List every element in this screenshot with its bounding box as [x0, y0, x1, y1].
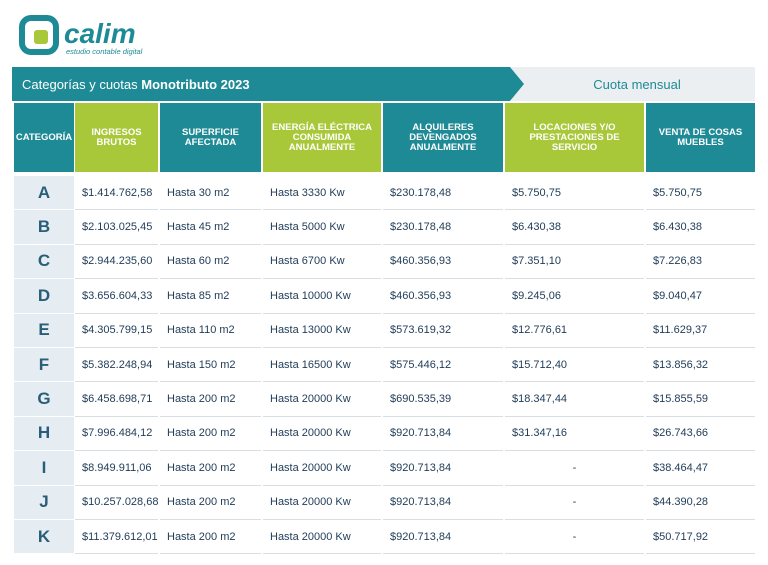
data-cell: -: [505, 451, 644, 486]
data-cell: Hasta 85 m2: [160, 279, 261, 314]
category-cell: C: [14, 244, 74, 279]
category-cell: B: [14, 210, 74, 244]
data-cell: Hasta 200 m2: [160, 520, 261, 555]
category-cell: E: [14, 313, 74, 347]
data-cell: $573.619,32: [383, 314, 503, 348]
data-cell: $11.379.612,01: [75, 520, 158, 555]
data-cell: $6.430,38: [505, 210, 644, 245]
data-cell: Hasta 110 m2: [160, 314, 261, 348]
data-cell: $575.446,12: [383, 348, 503, 383]
column-header: ENERGÍA ELÉCTRICA CONSUMIDA ANUALMENTE: [263, 103, 381, 172]
banner-title: Categorías y cuotas Monotributo 2023: [22, 77, 250, 92]
data-cell: $5.382.248,94: [75, 348, 158, 383]
column-header: ALQUILERES DEVENGADOS ANUALMENTE: [383, 103, 503, 172]
data-cell: Hasta 20000 Kw: [263, 451, 381, 486]
data-cell: Hasta 20000 Kw: [263, 520, 381, 555]
column-header: VENTA DE COSAS MUEBLES: [646, 103, 755, 172]
logo-tagline: estudio contable digital: [66, 47, 143, 56]
data-cell: Hasta 16500 Kw: [263, 348, 381, 383]
logo-icon: [19, 15, 59, 55]
data-cell: $31.347,16: [505, 417, 644, 452]
data-cell: $3.656.604,33: [75, 279, 158, 314]
column-header: INGRESOS BRUTOS: [75, 103, 158, 172]
logo: calim estudio contable digital: [19, 15, 143, 56]
data-cell: $26.743,66: [646, 417, 755, 452]
data-cell: Hasta 20000 Kw: [263, 417, 381, 452]
data-cell: Hasta 60 m2: [160, 245, 261, 280]
data-cell: Hasta 150 m2: [160, 348, 261, 383]
data-cell: Hasta 20000 Kw: [263, 486, 381, 520]
data-cell: $460.356,93: [383, 279, 503, 314]
banner-title-bold: Monotributo 2023: [141, 77, 249, 92]
data-cell: Hasta 200 m2: [160, 451, 261, 486]
data-cell: $9.040,47: [646, 279, 755, 314]
data-cell: Hasta 200 m2: [160, 382, 261, 417]
category-cell: D: [14, 279, 74, 313]
banner-arrow: [12, 67, 524, 101]
category-cell: H: [14, 416, 74, 451]
data-cell: $920.713,84: [383, 520, 503, 555]
data-cell: $9.245,06: [505, 279, 644, 314]
data-cell: $11.629,37: [646, 314, 755, 348]
data-cell: $7.226,83: [646, 245, 755, 280]
data-cell: Hasta 3330 Kw: [263, 176, 381, 211]
data-cell: $6.430,38: [646, 210, 755, 245]
data-cell: $10.257.028,68: [75, 486, 158, 520]
data-cell: $12.776,61: [505, 314, 644, 348]
data-cell: Hasta 5000 Kw: [263, 210, 381, 245]
data-cell: $15.712,40: [505, 348, 644, 383]
data-cell: $15.855,59: [646, 382, 755, 417]
banner-right: Cuota mensual: [593, 77, 681, 92]
data-cell: $8.949.911,06: [75, 451, 158, 486]
data-cell: $460.356,93: [383, 245, 503, 280]
data-cell: $4.305.799,15: [75, 314, 158, 348]
data-cell: $2.103.025,45: [75, 210, 158, 245]
banner-right-bg: [512, 67, 755, 101]
column-header: CATEGORÍA: [14, 103, 74, 172]
data-cell: -: [505, 520, 644, 555]
data-cell: $50.717,92: [646, 520, 755, 555]
data-cell: $230.178,48: [383, 176, 503, 211]
data-cell: $5.750,75: [505, 176, 644, 211]
data-cell: -: [505, 486, 644, 520]
data-cell: Hasta 45 m2: [160, 210, 261, 245]
data-cell: $920.713,84: [383, 451, 503, 486]
column-header: LOCACIONES Y/O PRESTACIONES DE SERVICIO: [505, 103, 644, 172]
data-cell: $690.535,39: [383, 382, 503, 417]
data-cell: $230.178,48: [383, 210, 503, 245]
data-cell: Hasta 10000 Kw: [263, 279, 381, 314]
category-cell: I: [14, 451, 74, 485]
banner-title-text: Categorías y cuotas: [22, 77, 138, 92]
data-cell: $1.414.762,58: [75, 176, 158, 211]
category-cell: K: [14, 520, 74, 554]
data-cell: $18.347,44: [505, 382, 644, 417]
data-cell: $5.750,75: [646, 176, 755, 211]
data-cell: Hasta 30 m2: [160, 176, 261, 211]
data-cell: $13.856,32: [646, 348, 755, 383]
column-header: SUPERFICIE AFECTADA: [160, 103, 261, 172]
data-cell: Hasta 6700 Kw: [263, 245, 381, 280]
banner: Categorías y cuotas Monotributo 2023 Cuo…: [12, 67, 755, 101]
data-cell: Hasta 200 m2: [160, 486, 261, 520]
data-cell: Hasta 20000 Kw: [263, 382, 381, 417]
category-cell: F: [14, 348, 74, 382]
category-cell: G: [14, 382, 74, 416]
category-cell: J: [14, 485, 74, 519]
data-cell: $2.944.235,60: [75, 245, 158, 280]
data-cell: $7.351,10: [505, 245, 644, 280]
data-cell: $44.390,28: [646, 486, 755, 520]
data-cell: $920.713,84: [383, 486, 503, 520]
data-cell: $38.464,47: [646, 451, 755, 486]
data-cell: $6.458.698,71: [75, 382, 158, 417]
logo-name: calim: [64, 18, 136, 49]
data-cell: Hasta 13000 Kw: [263, 314, 381, 348]
category-cell: A: [14, 176, 74, 210]
logo-icon-inner: [34, 30, 48, 44]
data-cell: $920.713,84: [383, 417, 503, 452]
data-cell: Hasta 200 m2: [160, 417, 261, 452]
data-cell: $7.996.484,12: [75, 417, 158, 452]
